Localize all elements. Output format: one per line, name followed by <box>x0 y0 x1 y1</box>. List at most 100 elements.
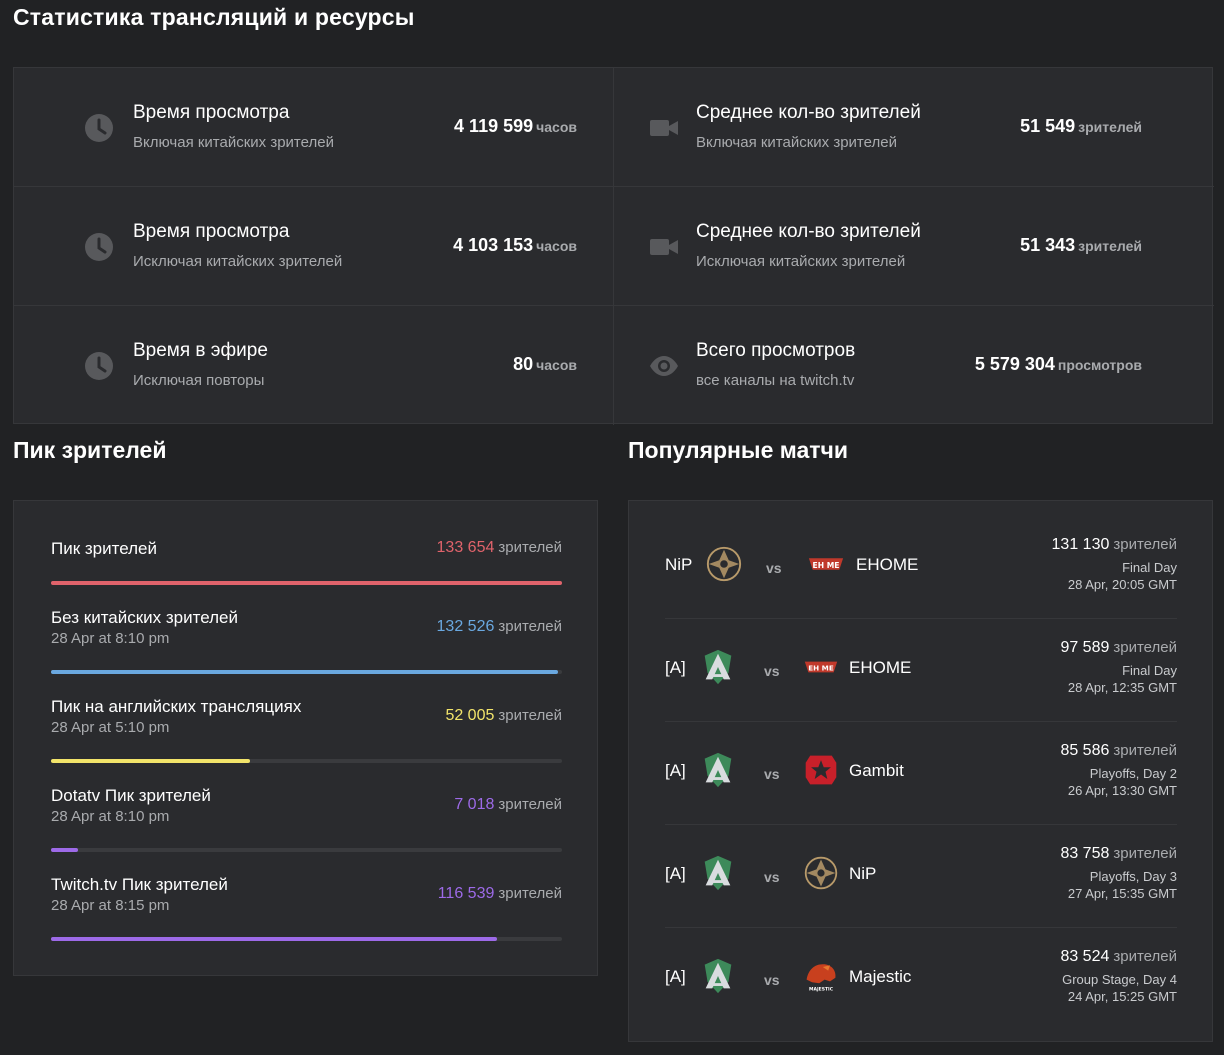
peak-value: 133 654 зрителей <box>436 539 562 556</box>
ehome-logo-icon: EH ME <box>804 661 838 673</box>
nip-logo-icon <box>804 856 838 890</box>
match-date: 28 Apr, 20:05 GMT <box>1067 577 1177 592</box>
match-date: 26 Apr, 13:30 GMT <box>1067 783 1177 798</box>
stat-value: 51 343 зрителей <box>1020 235 1142 255</box>
stat-value: 4 103 153 часов <box>453 235 577 255</box>
stat-value: 51 549 зрителей <box>1020 116 1142 136</box>
stat-airtime: Время в эфире Исключая повторы 80 часов <box>14 306 614 425</box>
match-stage: Final Day <box>1122 663 1177 678</box>
vs-label: vs <box>766 560 782 576</box>
nip-logo-icon <box>706 546 742 582</box>
stat-value: 5 579 304 просмотров <box>974 354 1142 374</box>
svg-text:EH ME: EH ME <box>813 561 840 570</box>
majestic-logo-icon: MAJESTIC <box>806 964 836 992</box>
gambit-logo-icon <box>805 755 837 785</box>
stat-subtitle: Исключая повторы <box>133 372 265 389</box>
matches-heading: Популярные матчи <box>628 437 849 463</box>
alliance-logo-icon <box>704 855 732 891</box>
peak-label: Пик на английских трансляциях <box>51 697 302 716</box>
stats-grid: Время просмотра Включая китайских зрител… <box>13 67 1214 425</box>
peak-bar <box>51 670 562 674</box>
peak-value: 52 005 зрителей <box>445 707 562 724</box>
clock-icon <box>85 352 113 380</box>
video-camera-icon <box>650 120 678 136</box>
match-stage: Playoffs, Day 3 <box>1089 869 1177 884</box>
team-b-name: EHOME <box>849 658 912 677</box>
vs-label: vs <box>764 869 780 885</box>
stat-avg-viewers-incl: Среднее кол-во зрителей Включая китайски… <box>614 68 1214 187</box>
match-stage: Final Day <box>1122 560 1177 575</box>
peak-item: Пик зрителей 133 654 зрителей <box>51 539 562 628</box>
stat-subtitle: Исключая китайских зрителей <box>133 253 343 270</box>
stat-subtitle: Включая китайских зрителей <box>133 134 334 151</box>
match-row[interactable]: NiP vs EH ME EHOME 131 130 зрителей Final… <box>665 516 1177 619</box>
peak-value: 116 539 зрителей <box>437 885 562 902</box>
vs-label: vs <box>764 663 780 679</box>
team-a-name: [A] <box>665 864 686 883</box>
stat-watch-time-incl: Время просмотра Включая китайских зрител… <box>14 68 614 187</box>
match-stage: Group Stage, Day 4 <box>1062 972 1177 987</box>
peak-bar <box>51 581 562 585</box>
stat-title: Среднее кол-во зрителей <box>696 221 921 242</box>
peak-item: Dotatv Пик зрителей 28 Apr at 8:10 pm 7 … <box>51 786 562 875</box>
match-viewers: 97 589 зрителей <box>1060 639 1177 656</box>
team-b-name: EHOME <box>856 555 919 574</box>
match-viewers: 131 130 зрителей <box>1051 536 1177 553</box>
stat-total-views: Всего просмотров все каналы на twitch.tv… <box>614 306 1214 425</box>
ehome-logo-icon: EH ME <box>808 558 844 570</box>
stat-title: Время в эфире <box>133 340 268 361</box>
match-viewers: 85 586 зрителей <box>1060 742 1177 759</box>
peak-label: Пик зрителей <box>51 539 157 558</box>
team-b-name: Majestic <box>849 967 912 986</box>
stat-title: Время просмотра <box>133 221 290 242</box>
peak-value: 132 526 зрителей <box>436 618 562 635</box>
peak-value: 7 018 зрителей <box>454 796 562 813</box>
stat-title: Время просмотра <box>133 102 290 123</box>
alliance-logo-icon <box>704 752 732 788</box>
page-title: Статистика трансляций и ресурсы <box>13 4 415 30</box>
peak-bar <box>51 759 562 763</box>
eye-icon <box>650 356 678 376</box>
team-a-name: [A] <box>665 761 686 780</box>
alliance-logo-icon <box>704 649 732 685</box>
match-viewers: 83 758 зрителей <box>1060 845 1177 862</box>
peak-item: Twitch.tv Пик зрителей 28 Apr at 8:15 pm… <box>51 875 562 964</box>
peak-viewers-panel: Пик зрителей 133 654 зрителей Без китайск… <box>13 500 598 976</box>
team-a-name: NiP <box>665 555 693 574</box>
clock-icon <box>85 233 113 261</box>
match-date: 27 Apr, 15:35 GMT <box>1067 886 1177 901</box>
match-row[interactable]: [A] vs NiP 83 758 зрителей Playoffs, Day … <box>665 825 1177 928</box>
match-row[interactable]: [A] vs MAJESTIC Majestic 83 524 зрителей … <box>665 928 1177 1031</box>
peak-date: 28 Apr at 8:10 pm <box>51 630 170 647</box>
clock-icon <box>85 114 113 142</box>
stat-avg-viewers-excl: Среднее кол-во зрителей Исключая китайск… <box>614 187 1214 306</box>
match-row[interactable]: [A] vs Gambit 85 586 зрителей Playoffs, D… <box>665 722 1177 825</box>
team-b-name: NiP <box>849 864 877 883</box>
vs-label: vs <box>764 766 780 782</box>
match-row[interactable]: [A] vs EH ME EHOME 97 589 зрителей Final … <box>665 619 1177 722</box>
alliance-logo-icon <box>704 958 732 994</box>
peak-label: Без китайских зрителей <box>51 608 238 627</box>
match-date: 24 Apr, 15:25 GMT <box>1067 989 1177 1004</box>
stat-value: 4 119 599 часов <box>454 116 577 136</box>
stat-value: 80 часов <box>513 354 577 374</box>
vs-label: vs <box>764 972 780 988</box>
peak-bar <box>51 937 562 941</box>
match-stage: Playoffs, Day 2 <box>1089 766 1177 781</box>
stat-subtitle: все каналы на twitch.tv <box>696 372 855 389</box>
team-b-name: Gambit <box>849 761 904 780</box>
peak-bar <box>51 848 562 852</box>
stat-title: Среднее кол-во зрителей <box>696 102 921 123</box>
stat-subtitle: Исключая китайских зрителей <box>696 253 906 270</box>
peak-item: Без китайских зрителей 28 Apr at 8:10 pm… <box>51 608 562 697</box>
stat-title: Всего просмотров <box>696 340 856 361</box>
peak-date: 28 Apr at 8:10 pm <box>51 808 170 825</box>
peak-date: 28 Apr at 8:15 pm <box>51 897 170 914</box>
stat-subtitle: Включая китайских зрителей <box>696 134 897 151</box>
peak-heading: Пик зрителей <box>13 437 167 463</box>
stat-watch-time-excl: Время просмотра Исключая китайских зрите… <box>14 187 614 306</box>
peak-label: Twitch.tv Пик зрителей <box>51 875 228 894</box>
team-a-name: [A] <box>665 967 686 986</box>
match-viewers: 83 524 зрителей <box>1060 948 1177 965</box>
peak-date: 28 Apr at 5:10 pm <box>51 719 170 736</box>
